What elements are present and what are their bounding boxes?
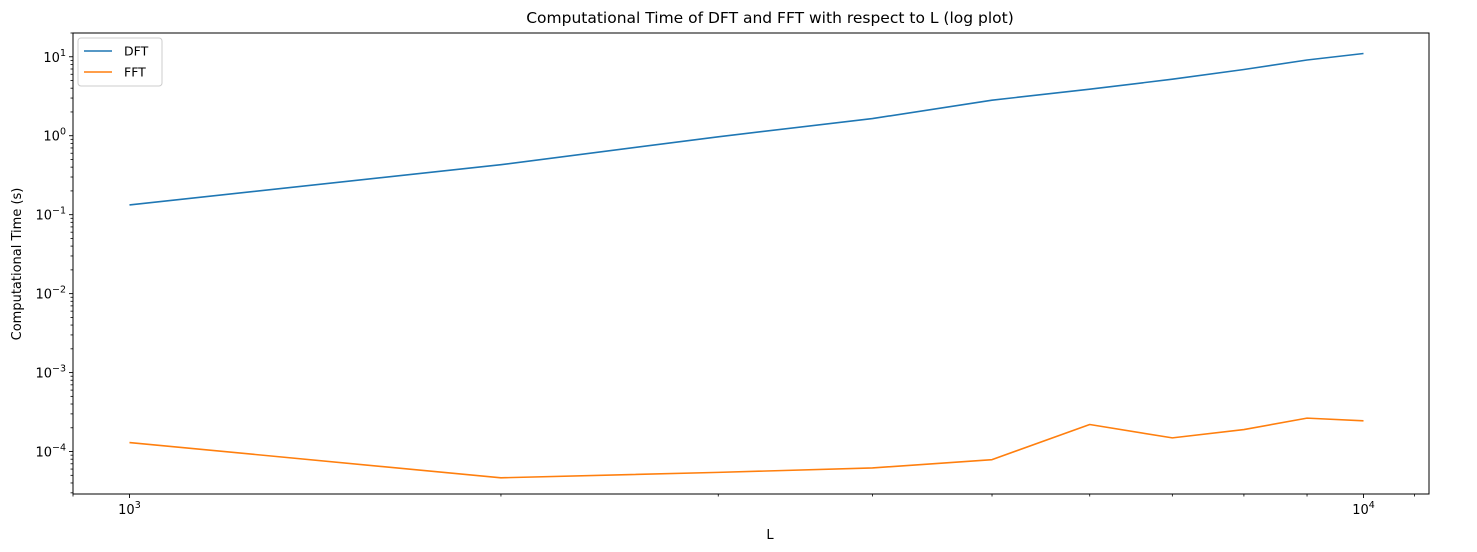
y-tick-label: 10−3	[35, 364, 66, 382]
y-tick-label: 100	[43, 127, 66, 145]
y-tick-label: 101	[43, 48, 66, 66]
legend: DFT FFT	[77, 37, 163, 87]
legend-box	[77, 37, 163, 87]
series-line-dft	[129, 52, 1364, 206]
chart-title: Computational Time of DFT and FFT with r…	[526, 9, 1014, 27]
x-tick-label: 103	[118, 500, 141, 518]
plot-frame	[72, 32, 1430, 495]
y-axis-label: Computational Time (s)	[10, 188, 25, 341]
y-tick-label: 10−2	[35, 285, 66, 303]
x-tick-label: 104	[1352, 500, 1375, 518]
y-tick-label: 10−1	[35, 206, 66, 224]
y-tick-label: 10−4	[35, 443, 66, 461]
legend-label-dft: DFT	[124, 44, 149, 59]
series-line-fft	[129, 417, 1364, 479]
legend-label-fft: FFT	[124, 65, 146, 80]
plot-area	[129, 52, 1364, 479]
x-axis-label: L	[766, 528, 774, 543]
